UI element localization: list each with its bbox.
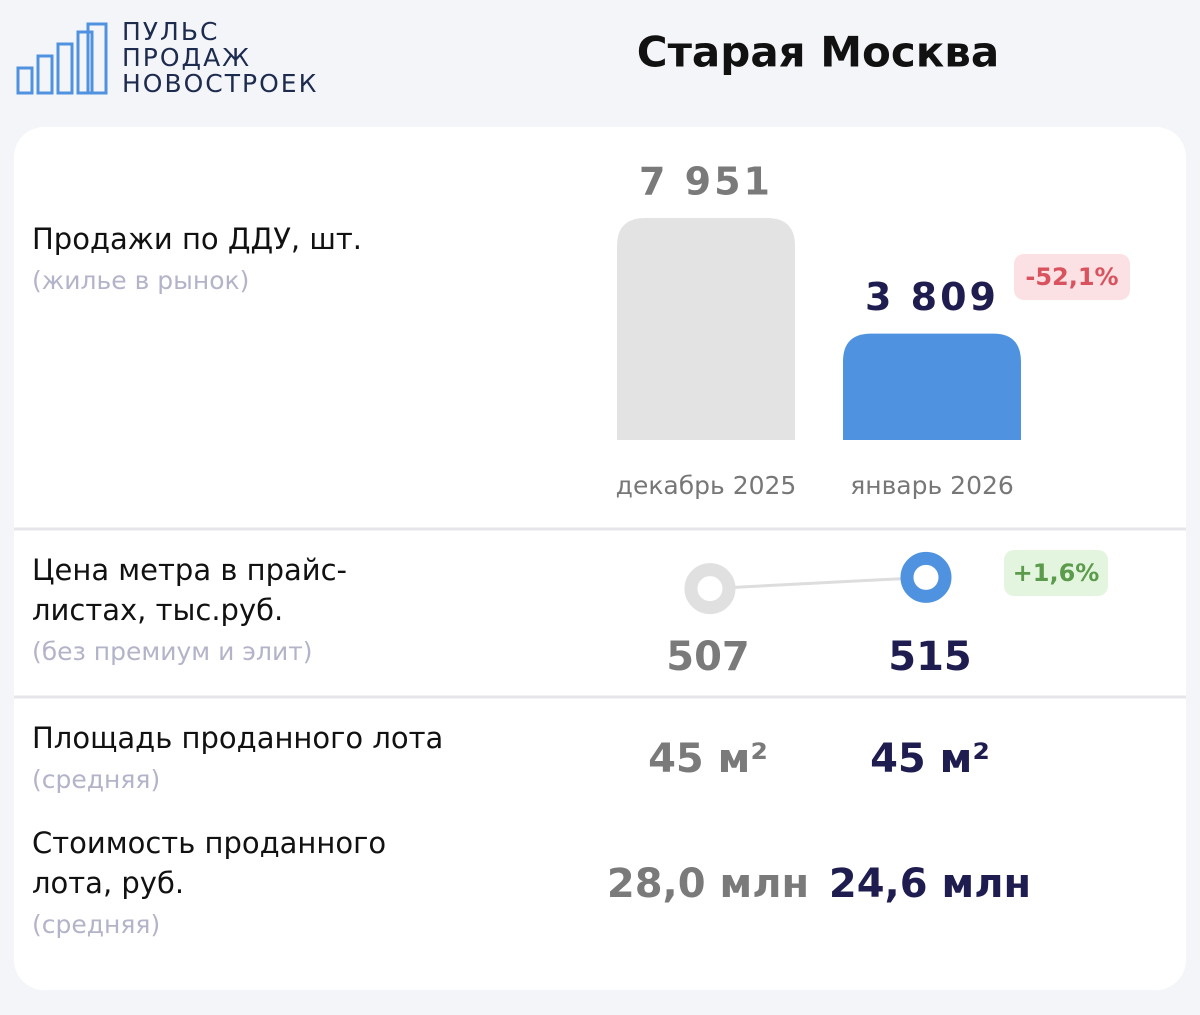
row-value: 45 м² [870, 736, 990, 782]
row-value: 24,6 млн [829, 861, 1031, 907]
bar-value: 3 809 [865, 275, 999, 319]
logo-text: ПУЛЬС [122, 17, 219, 46]
logo-text: ПРОДАЖ [122, 43, 251, 72]
row-sublabel: (средняя) [32, 765, 160, 794]
row-sublabel: (без премиум и элит) [32, 637, 313, 666]
row-value: 45 м² [648, 736, 768, 782]
price-marker [684, 563, 736, 615]
badge-text: +1,6% [1013, 559, 1100, 587]
row-sublabel: (жилье в рынок) [32, 266, 249, 295]
logo-text: НОВОСТРОЕК [122, 69, 318, 98]
badge [1004, 550, 1108, 596]
row-label: Площадь проданного лота [32, 721, 443, 755]
row-label: Цена метра в прайс- [32, 553, 347, 587]
row-sublabel: (средняя) [32, 910, 160, 939]
category-label: январь 2026 [850, 471, 1014, 500]
price-value: 507 [666, 634, 750, 680]
price-value: 515 [888, 634, 972, 680]
badge [1014, 254, 1130, 300]
badge-text: -52,1% [1025, 263, 1118, 291]
price-line [709, 575, 927, 591]
category-label: декабрь 2025 [616, 471, 797, 500]
row-label: Стоимость проданного [32, 826, 386, 860]
bar [843, 333, 1021, 440]
price-marker [900, 551, 952, 603]
bar [617, 218, 795, 440]
row-label: Продажи по ДДУ, шт. [32, 222, 362, 256]
logo-icon [16, 22, 108, 95]
row-label: листах, тыс.руб. [32, 593, 283, 627]
title: Старая Москва [637, 28, 999, 77]
bar-value: 7 951 [639, 160, 773, 204]
row-value: 28,0 млн [607, 861, 809, 907]
row-label: лота, руб. [32, 866, 184, 900]
